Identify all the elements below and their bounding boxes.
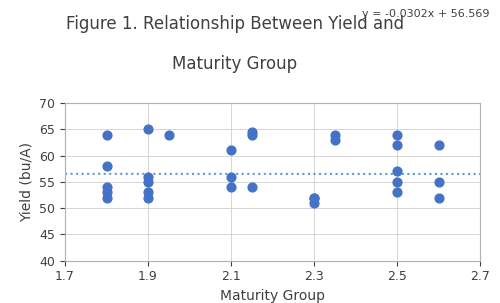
Point [393,179,401,184]
Point [144,195,152,200]
Point [102,190,110,195]
Text: Figure 1. Relationship Between Yield and: Figure 1. Relationship Between Yield and [66,15,404,33]
Point [393,169,401,174]
Point [393,190,401,195]
Point [227,174,235,179]
Point [331,132,339,137]
Point [248,185,256,189]
Text: Maturity Group: Maturity Group [172,55,298,72]
Point [248,132,256,137]
Point [165,132,173,137]
Point [102,185,110,189]
Point [393,143,401,148]
Point [144,174,152,179]
Point [102,195,110,200]
Point [331,137,339,142]
Point [102,132,110,137]
Point [310,195,318,200]
Point [227,185,235,189]
Point [434,195,442,200]
Y-axis label: Yield (bu/A): Yield (bu/A) [20,142,34,222]
Point [434,143,442,148]
Point [434,179,442,184]
Point [102,164,110,168]
Point [393,132,401,137]
Point [144,179,152,184]
Point [227,148,235,153]
Point [310,195,318,200]
Point [144,127,152,132]
Point [310,200,318,205]
X-axis label: Maturity Group: Maturity Group [220,289,325,303]
Point [144,190,152,195]
Point [248,129,256,134]
Text: y = -0.0302x + 56.569: y = -0.0302x + 56.569 [362,9,490,19]
